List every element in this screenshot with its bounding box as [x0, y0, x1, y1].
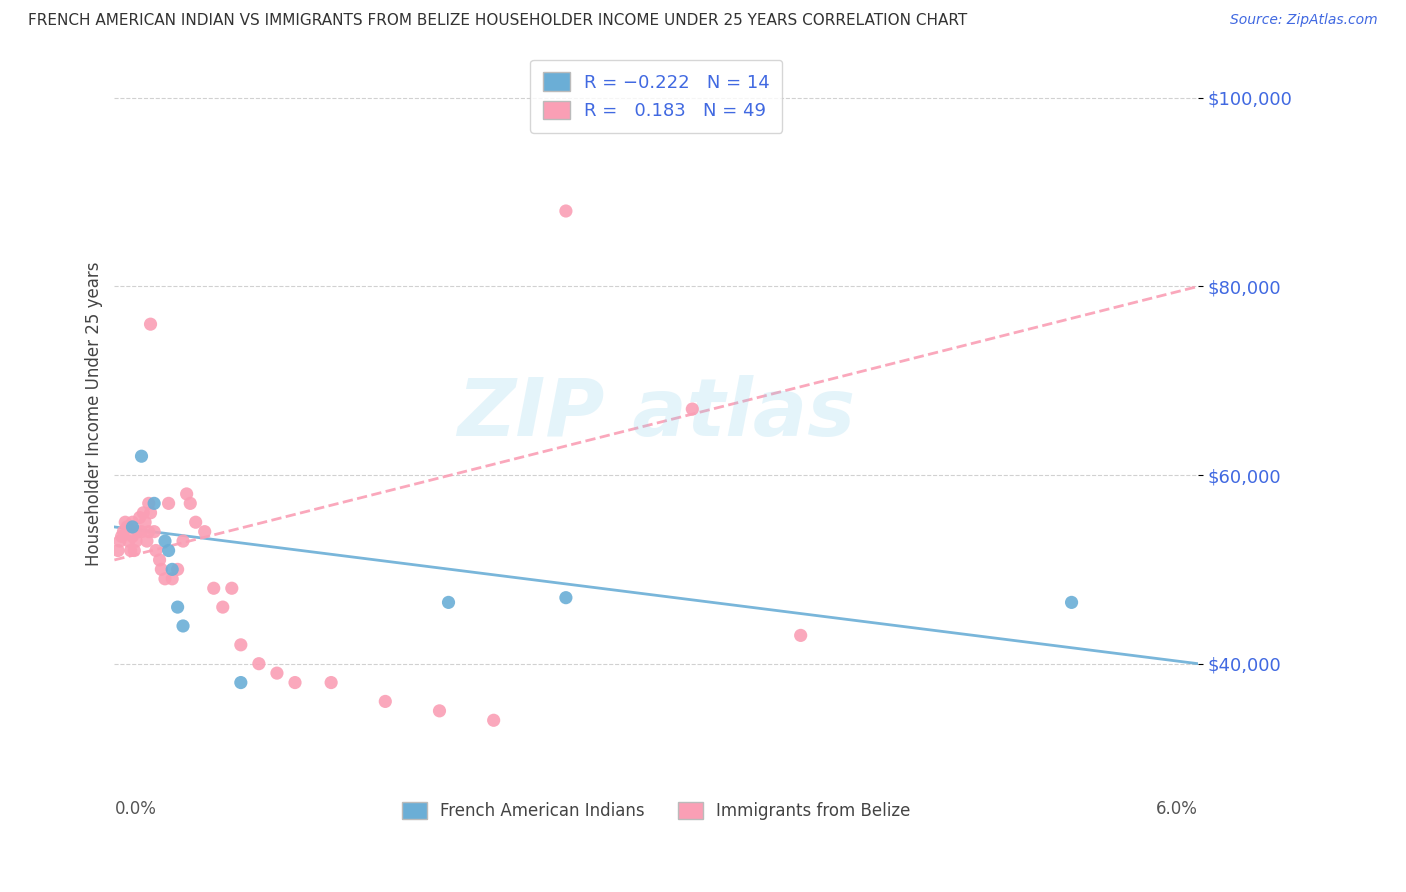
Point: [139, 317, 162, 331]
Point: [202, 581, 225, 595]
Point: [157, 496, 180, 510]
Point: [148, 553, 170, 567]
Text: Source: ZipAtlas.com: Source: ZipAtlas.com: [1230, 13, 1378, 28]
Point: [150, 562, 173, 576]
Point: [111, 529, 134, 543]
Point: [321, 675, 343, 690]
Point: [221, 581, 243, 595]
Point: [153, 572, 176, 586]
Point: [114, 515, 136, 529]
Point: [138, 496, 160, 510]
Point: [247, 657, 270, 671]
Point: [437, 595, 460, 609]
Point: [121, 529, 143, 543]
Point: [121, 515, 143, 529]
Point: [166, 600, 188, 615]
Point: [554, 204, 576, 219]
Point: [143, 524, 166, 539]
Point: [120, 543, 142, 558]
Point: [229, 675, 252, 690]
Point: [153, 534, 176, 549]
Point: [107, 543, 129, 558]
Point: [194, 524, 217, 539]
Point: [143, 496, 166, 510]
Point: [374, 694, 396, 708]
Point: [284, 675, 307, 690]
Point: [157, 543, 180, 558]
Point: [124, 543, 146, 558]
Point: [128, 510, 150, 524]
Point: [131, 449, 153, 463]
Point: [176, 487, 198, 501]
Point: [115, 520, 138, 534]
Text: 6.0%: 6.0%: [1156, 800, 1198, 819]
Point: [138, 524, 160, 539]
Point: [429, 704, 451, 718]
Y-axis label: Householder Income Under 25 years: Householder Income Under 25 years: [86, 261, 103, 566]
Point: [160, 562, 183, 576]
Text: FRENCH AMERICAN INDIAN VS IMMIGRANTS FROM BELIZE HOUSEHOLDER INCOME UNDER 25 YEA: FRENCH AMERICAN INDIAN VS IMMIGRANTS FRO…: [28, 13, 967, 29]
Text: 0.0%: 0.0%: [114, 800, 156, 819]
Point: [132, 506, 155, 520]
Point: [789, 628, 811, 642]
Point: [108, 534, 131, 549]
Point: [131, 524, 153, 539]
Point: [184, 515, 207, 529]
Legend: French American Indians, Immigrants from Belize: French American Indians, Immigrants from…: [395, 795, 917, 827]
Point: [266, 666, 288, 681]
Text: ZIP atlas: ZIP atlas: [457, 375, 855, 453]
Point: [145, 543, 167, 558]
Point: [160, 572, 183, 586]
Point: [681, 402, 703, 417]
Point: [127, 524, 149, 539]
Point: [554, 591, 576, 605]
Point: [1060, 595, 1083, 609]
Point: [482, 713, 505, 727]
Point: [229, 638, 252, 652]
Point: [172, 534, 194, 549]
Point: [139, 506, 162, 520]
Point: [134, 515, 156, 529]
Point: [118, 534, 141, 549]
Point: [121, 520, 143, 534]
Point: [112, 524, 135, 539]
Point: [135, 534, 157, 549]
Point: [166, 562, 188, 576]
Point: [172, 619, 194, 633]
Point: [125, 534, 148, 549]
Point: [211, 600, 233, 615]
Point: [179, 496, 201, 510]
